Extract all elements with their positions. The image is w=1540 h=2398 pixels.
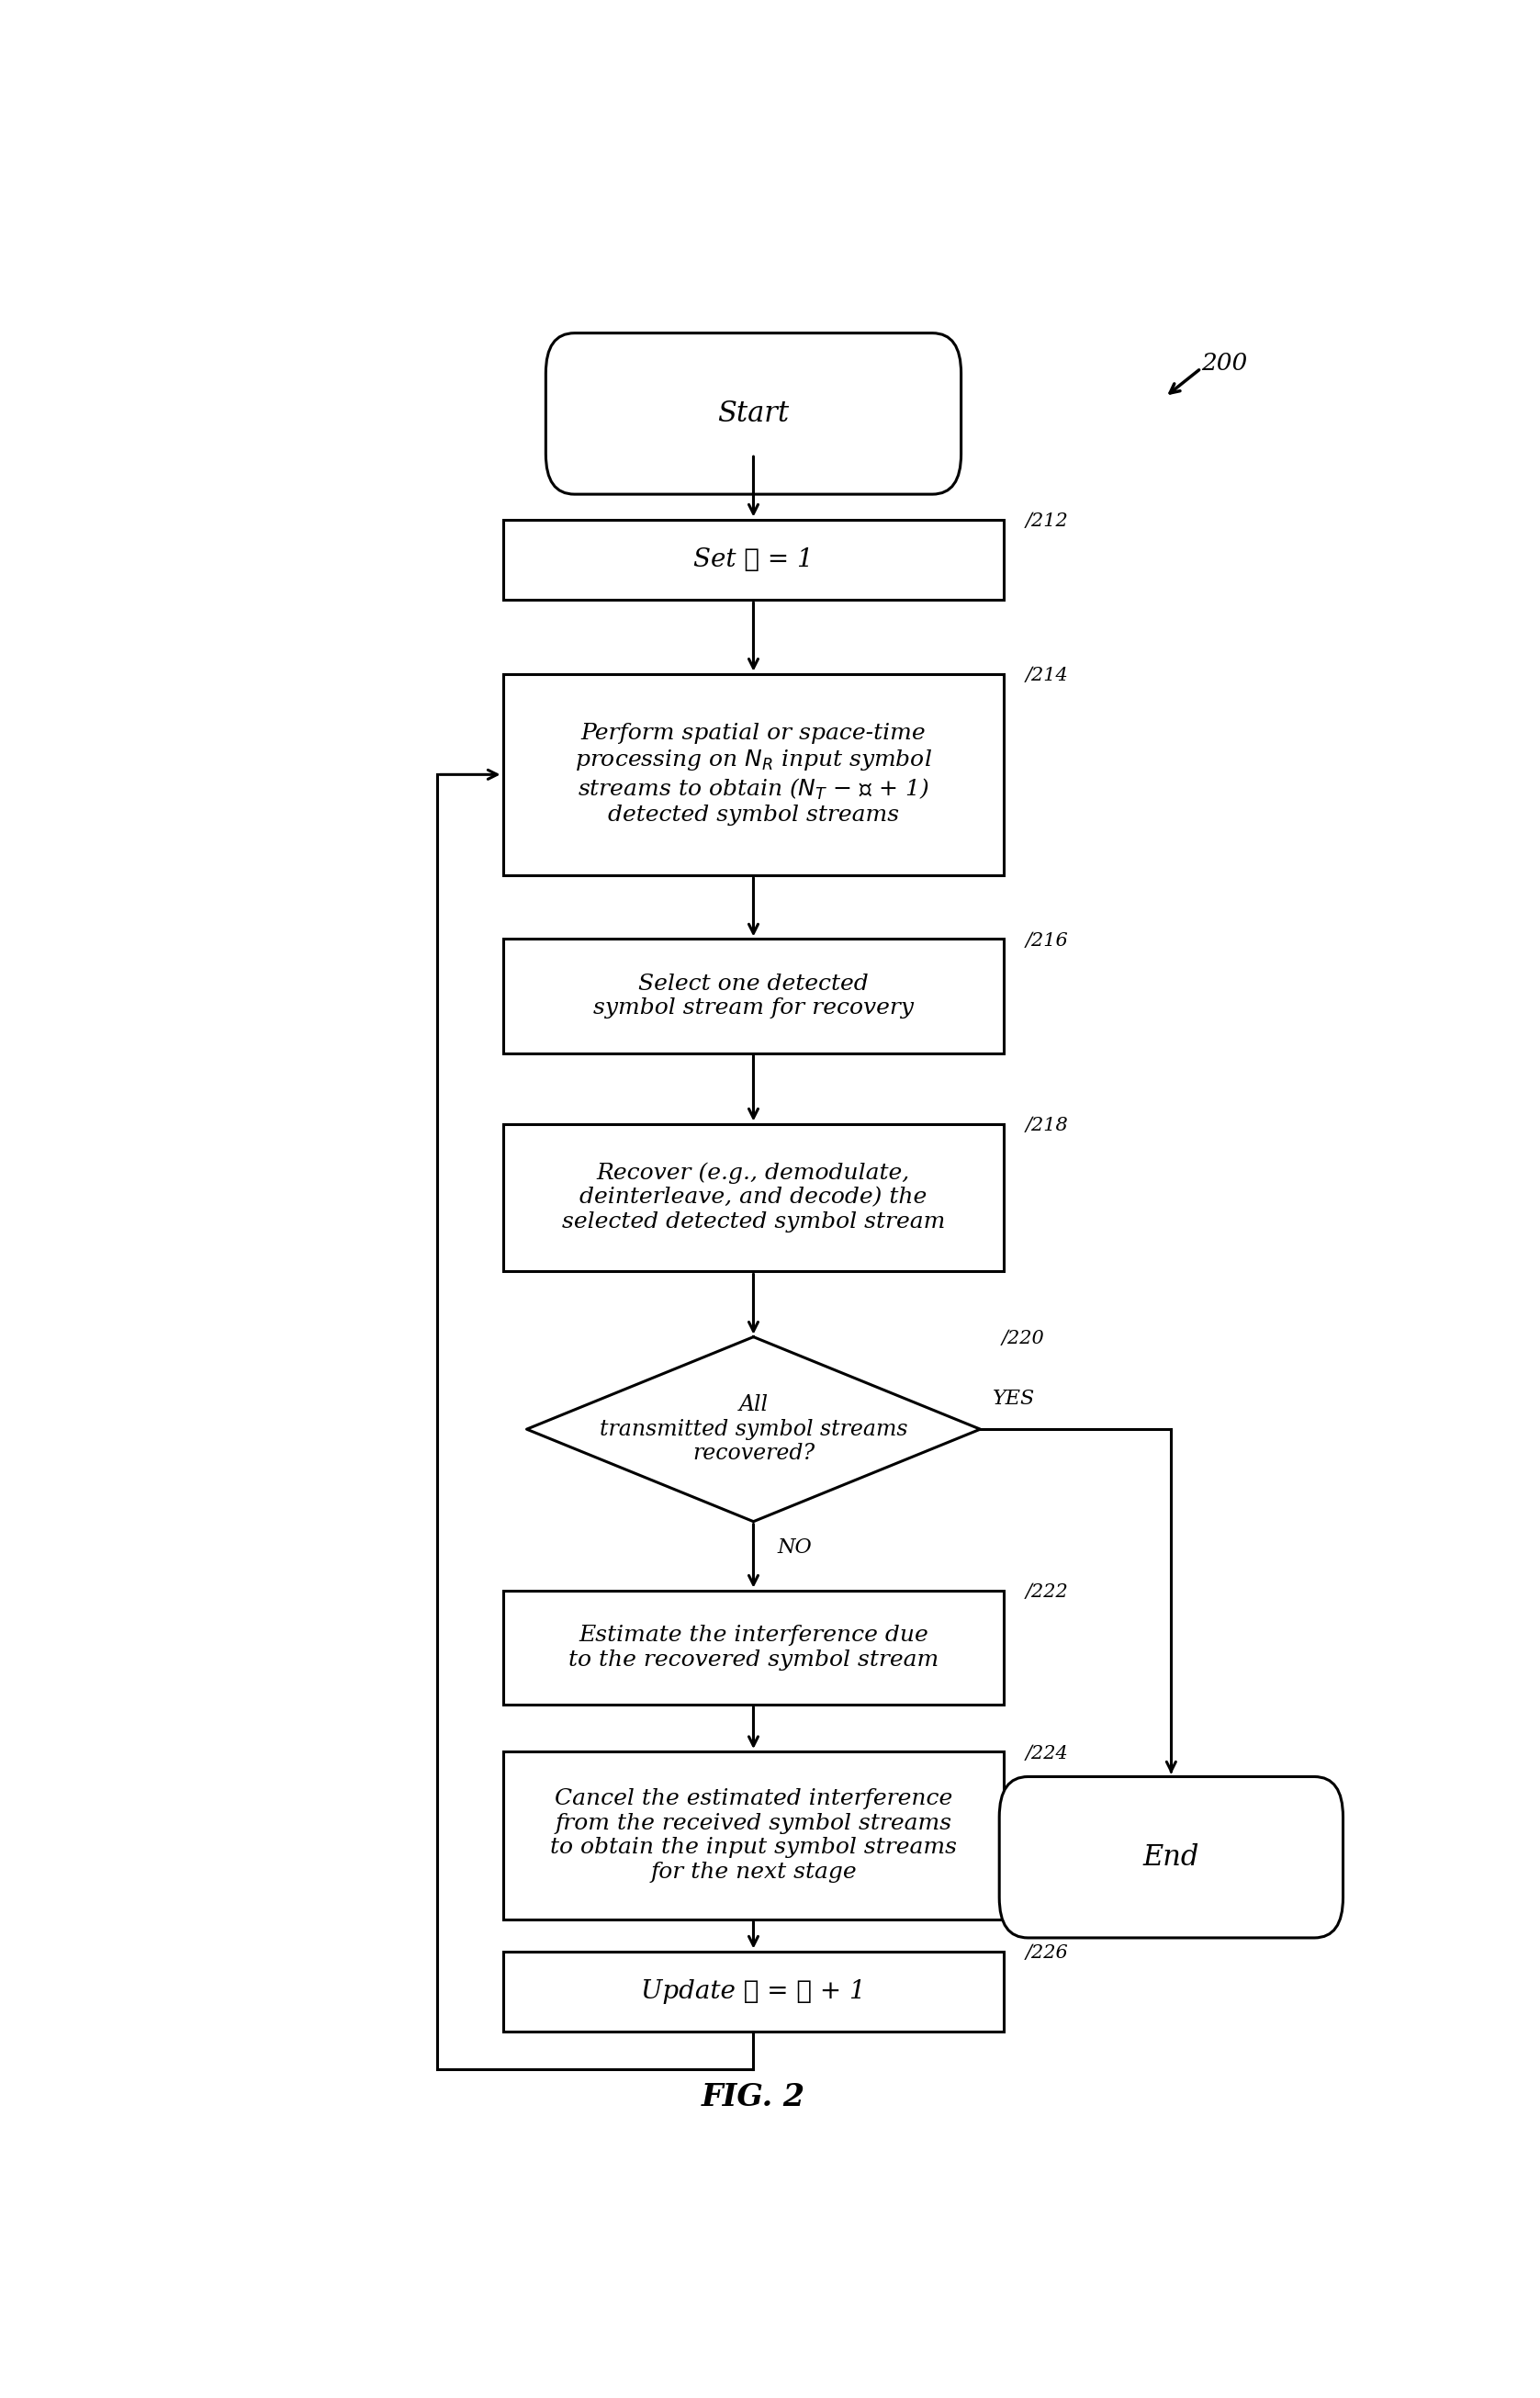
Text: ∕218: ∕218 — [1026, 1117, 1069, 1134]
Text: ∕216: ∕216 — [1026, 933, 1069, 950]
Text: ∕226: ∕226 — [1026, 1945, 1069, 1962]
Text: ∕222: ∕222 — [1026, 1583, 1069, 1602]
Text: ∕220: ∕220 — [1001, 1331, 1044, 1348]
Text: Cancel the estimated interference
from the received symbol streams
to obtain the: Cancel the estimated interference from t… — [550, 1789, 956, 1882]
Bar — [502, 674, 1004, 875]
Text: Recover (e.g., demodulate,
deinterleave, and decode) the
selected detected symbo: Recover (e.g., demodulate, deinterleave,… — [562, 1163, 946, 1233]
Text: 200: 200 — [1201, 353, 1247, 374]
Text: Select one detected
symbol stream for recovery: Select one detected symbol stream for re… — [593, 974, 913, 1019]
Text: Update ℓ = ℓ + 1: Update ℓ = ℓ + 1 — [641, 1978, 865, 2005]
Bar — [502, 1590, 1004, 1705]
Polygon shape — [527, 1338, 979, 1523]
Text: Set ℓ = 1: Set ℓ = 1 — [693, 547, 813, 573]
Text: FIG. 2: FIG. 2 — [702, 2081, 805, 2113]
Text: End: End — [1143, 1844, 1200, 1870]
Text: ∕224: ∕224 — [1026, 1746, 1069, 1763]
Text: Perform spatial or space-time
processing on $N_R$ input symbol
streams to obtain: Perform spatial or space-time processing… — [574, 724, 932, 825]
Text: All
transmitted symbol streams
recovered?: All transmitted symbol streams recovered… — [599, 1393, 907, 1465]
Bar — [502, 1751, 1004, 1918]
FancyBboxPatch shape — [999, 1777, 1343, 1938]
Text: Estimate the interference due
to the recovered symbol stream: Estimate the interference due to the rec… — [568, 1626, 938, 1669]
Bar — [502, 940, 1004, 1053]
Text: Start: Start — [718, 400, 790, 427]
Bar — [502, 520, 1004, 600]
Bar — [502, 1125, 1004, 1271]
Text: ∕212: ∕212 — [1026, 513, 1069, 530]
Text: YES: YES — [992, 1388, 1035, 1410]
Text: ∕214: ∕214 — [1026, 667, 1069, 683]
Bar — [502, 1952, 1004, 2031]
Text: NO: NO — [778, 1537, 812, 1559]
FancyBboxPatch shape — [545, 333, 961, 494]
